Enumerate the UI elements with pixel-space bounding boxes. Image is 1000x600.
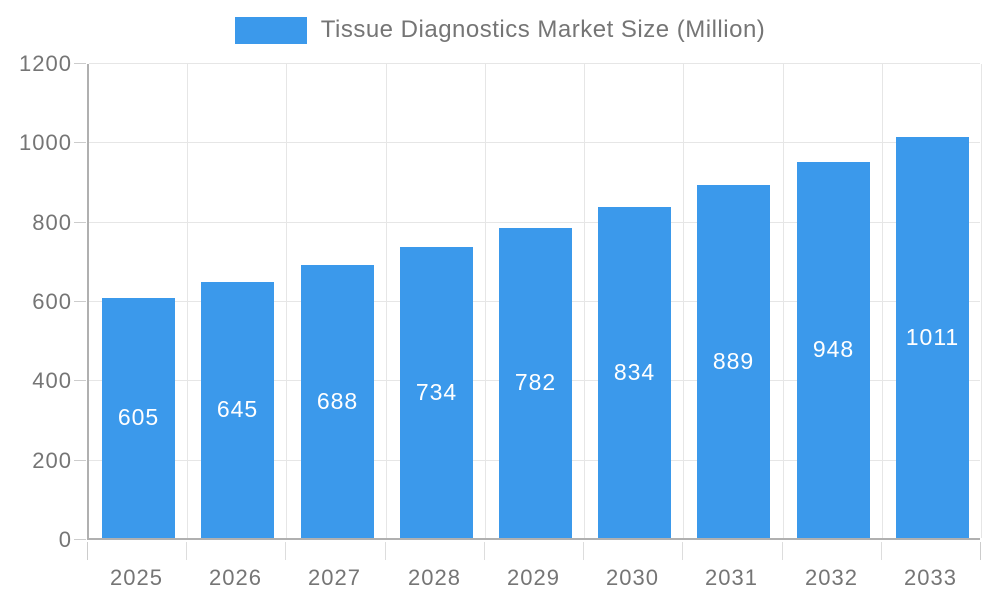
x-axis-label: 2033 (904, 565, 957, 590)
x-axis-label: 2031 (705, 565, 758, 590)
gridline-horizontal (89, 221, 980, 223)
bar-value-label: 734 (415, 379, 458, 405)
bar-2029[interactable]: 782 (499, 228, 572, 538)
x-axis-tick (186, 542, 187, 560)
x-axis-tick (385, 542, 386, 560)
gridline-vertical (286, 64, 287, 538)
bar-2031[interactable]: 889 (697, 185, 770, 538)
bar-value-label: 645 (216, 396, 259, 422)
x-axis-tick (980, 542, 981, 560)
x-axis-tick (87, 542, 88, 560)
bar-value-label: 1011 (905, 324, 960, 350)
x-axis-label: 2027 (308, 565, 361, 590)
y-axis-label: 0 (58, 527, 72, 552)
x-axis-label: 2030 (606, 565, 659, 590)
x-axis-tick (881, 542, 882, 560)
legend-swatch (234, 16, 307, 44)
bar-2027[interactable]: 688 (301, 265, 374, 538)
x-axis-tick (583, 542, 584, 560)
y-axis-tick (74, 380, 86, 382)
gridline-vertical (981, 64, 982, 538)
gridline-vertical (882, 64, 883, 538)
bar-2026[interactable]: 645 (201, 282, 274, 538)
y-axis-label: 800 (32, 209, 72, 235)
x-axis-label: 2026 (209, 565, 262, 590)
bar-2032[interactable]: 948 (797, 162, 870, 538)
bar-value-label: 688 (316, 388, 359, 414)
y-axis-label: 400 (32, 368, 72, 394)
y-axis-tick (74, 63, 86, 64)
bar-2025[interactable]: 605 (102, 298, 175, 538)
x-axis-tick (484, 542, 485, 560)
y-axis-tick (74, 459, 86, 461)
x-axis-tick (285, 542, 286, 560)
x-axis-label: 2028 (408, 565, 461, 590)
y-axis-label: 1000 (19, 130, 72, 156)
bar-2030[interactable]: 834 (598, 207, 671, 538)
gridline-vertical (386, 64, 387, 538)
y-axis-tick (74, 301, 86, 302)
gridline-vertical (783, 64, 784, 538)
legend: Tissue Diagnostics Market Size (Million) (0, 16, 1000, 44)
y-axis-label: 200 (32, 447, 72, 473)
y-axis-tick (74, 539, 86, 540)
bar-value-label: 948 (812, 336, 855, 362)
gridline-vertical (584, 64, 585, 538)
gridline-horizontal (89, 63, 980, 64)
y-axis-tick (74, 221, 86, 223)
legend-item[interactable]: Tissue Diagnostics Market Size (Million) (234, 16, 766, 44)
gridline-vertical (485, 64, 486, 538)
gridline-vertical (683, 64, 684, 538)
x-axis-tick (782, 542, 783, 560)
bar-value-label: 782 (514, 369, 557, 395)
bar-value-label: 889 (712, 348, 755, 374)
plot-area: 605 645 688 734 782 834 889 948 1011 (87, 63, 982, 540)
x-axis-tick (682, 542, 683, 560)
y-axis-label: 1200 (19, 51, 72, 76)
y-axis-label: 600 (32, 289, 72, 314)
y-axis-tick (74, 142, 86, 144)
x-axis-label: 2025 (110, 565, 163, 590)
gridline-vertical (187, 64, 188, 538)
legend-label: Tissue Diagnostics Market Size (Million) (320, 16, 766, 43)
bar-value-label: 834 (613, 359, 656, 385)
bar-2033[interactable]: 1011 (896, 137, 969, 538)
bar-2028[interactable]: 734 (400, 247, 473, 538)
x-axis-label: 2032 (805, 565, 858, 590)
gridline-horizontal (89, 142, 980, 144)
bar-value-label: 605 (117, 404, 160, 430)
x-axis-label: 2029 (507, 565, 560, 590)
